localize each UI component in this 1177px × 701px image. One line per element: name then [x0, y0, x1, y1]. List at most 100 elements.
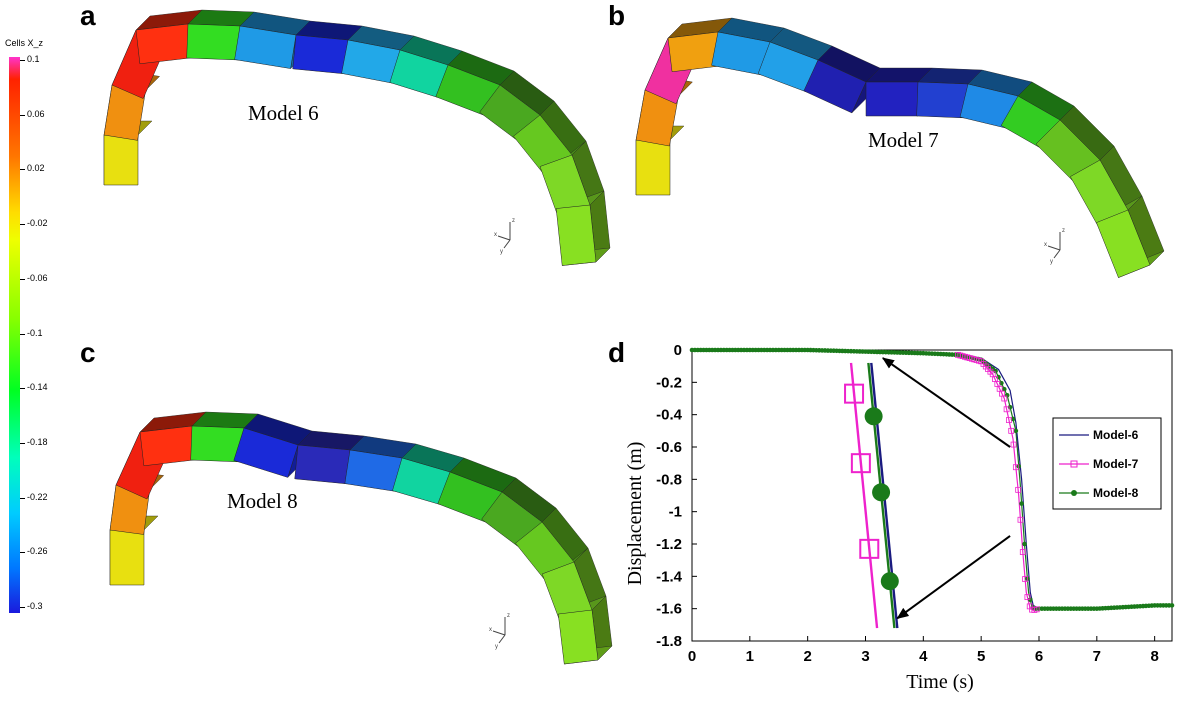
triad-x-label: x — [494, 232, 497, 238]
triad-z-label: z — [512, 218, 515, 224]
x-tick-label: 1 — [746, 648, 754, 665]
arch-block — [109, 529, 145, 586]
y-tick-label: -1.4 — [656, 568, 683, 585]
arch-model-8 — [109, 411, 613, 665]
marker-Model-7 — [1003, 406, 1010, 413]
marker-Model-8 — [1169, 603, 1175, 608]
marker-Model-8 — [993, 368, 998, 374]
colorbar-tick — [20, 607, 25, 608]
colorbar-tick — [20, 388, 25, 390]
panel-letter-a: a — [80, 0, 96, 31]
x-tick-label: 3 — [861, 648, 869, 665]
marker-Model-8 — [1019, 501, 1024, 506]
arch-block — [865, 81, 919, 117]
y-tick-label: -1 — [669, 504, 682, 521]
colorbar-tick-label: -0.14 — [27, 382, 48, 393]
marker-Model-8 — [996, 374, 1001, 380]
x-axis-label: Time (s) — [906, 671, 974, 693]
colorbar-tick-label: -0.18 — [27, 436, 48, 447]
colorbar-tick-label: 0.06 — [27, 108, 45, 119]
arch-block — [294, 444, 351, 485]
marker-Model-7 — [1024, 594, 1031, 601]
colorbar-tick-label: -0.1 — [27, 327, 43, 338]
colorbar-tick — [20, 60, 25, 61]
y-tick-label: -1.8 — [656, 633, 682, 650]
arch-block — [292, 34, 349, 75]
arch-block — [139, 425, 197, 467]
marker-Model-8 — [1004, 392, 1010, 398]
model-label-8: Model 8 — [227, 489, 298, 513]
arrow-lower — [896, 535, 1011, 620]
legend-label-Model-8: Model-8 — [1093, 486, 1139, 500]
y-tick-label: -0.6 — [656, 439, 682, 456]
y-axis-label: Displacement (m) — [624, 442, 646, 586]
triad-x-label: x — [489, 627, 492, 633]
arch-block — [557, 609, 599, 665]
colorbar-tick — [20, 552, 25, 554]
arch-block — [916, 81, 969, 119]
x-tick-label: 2 — [803, 648, 811, 665]
arrow-upper — [882, 357, 1011, 448]
marker-Model-7 — [1008, 427, 1015, 434]
arch-model-7 — [635, 17, 1165, 278]
panel-letter-b: b — [608, 0, 626, 31]
inset-marker-Model-8 — [880, 572, 899, 591]
y-tick-label: -0.8 — [656, 471, 682, 488]
colorbar-tick-label: -0.26 — [27, 546, 48, 557]
marker-Model-8 — [1013, 428, 1019, 434]
arch-block — [103, 134, 139, 186]
x-tick-label: 7 — [1093, 648, 1101, 665]
x-tick-label: 0 — [688, 648, 696, 665]
colorbar-tick — [20, 114, 25, 116]
marker-Model-7 — [1019, 549, 1026, 555]
inset-marker-Model-7 — [859, 538, 880, 559]
colorbar-title: Cells X_z — [5, 38, 44, 48]
triad-y-axis — [1053, 249, 1061, 259]
y-tick-label: 0 — [674, 342, 682, 359]
inset-line-Model-7 — [849, 362, 879, 629]
legend-marker-Model-8 — [1071, 490, 1077, 496]
colorbar — [9, 57, 20, 613]
colorbar-tick-label: -0.06 — [27, 272, 48, 283]
arch-block — [186, 23, 241, 61]
marker-Model-7 — [1001, 395, 1008, 402]
inset-marker-Model-8 — [872, 483, 891, 502]
triad-x-axis — [492, 630, 506, 636]
marker-Model-7 — [1033, 606, 1040, 613]
triad-y-label: y — [500, 249, 503, 255]
marker-Model-7 — [1010, 441, 1017, 448]
model-label-7: Model 7 — [868, 128, 939, 152]
y-tick-label: -0.2 — [656, 374, 682, 391]
colorbar-tick — [20, 497, 25, 499]
colorbar-tick — [20, 224, 25, 226]
triad-y-axis — [503, 239, 511, 249]
legend-marker-Model-7 — [1070, 460, 1078, 468]
inset-marker-Model-8 — [864, 407, 883, 426]
arch-block — [135, 23, 193, 65]
legend-label-Model-6: Model-6 — [1093, 428, 1139, 442]
panel-letter-c: c — [80, 337, 96, 368]
y-tick-label: -1.2 — [656, 536, 682, 553]
x-tick-label: 4 — [919, 648, 928, 665]
marker-Model-7 — [1012, 464, 1019, 471]
triad-y-axis — [498, 634, 506, 644]
triad-z-label: z — [1062, 228, 1065, 234]
axis-triads: z x y z x y z x y — [489, 218, 1065, 650]
model-label-6: Model 6 — [248, 101, 319, 125]
marker-Model-7 — [1006, 417, 1012, 423]
marker-Model-7 — [1017, 516, 1024, 523]
colorbar-tick-label: -0.02 — [27, 218, 48, 229]
arch-block — [555, 204, 597, 266]
triad-z-label: z — [507, 613, 510, 619]
x-tick-label: 6 — [1035, 648, 1043, 665]
y-tick-label: -0.4 — [656, 407, 683, 424]
colorbar-tick — [20, 169, 25, 171]
plot-frame — [691, 349, 1173, 642]
colorbar-tick-label: 0.02 — [27, 163, 45, 174]
triad-y-label: y — [1050, 259, 1053, 265]
y-tick-label: -1.6 — [656, 601, 682, 618]
marker-Model-8 — [1022, 541, 1027, 547]
colorbar-tick-label: -0.22 — [27, 491, 48, 502]
colorbar-tick-label: -0.3 — [27, 601, 43, 611]
triad-x-axis — [497, 235, 511, 241]
